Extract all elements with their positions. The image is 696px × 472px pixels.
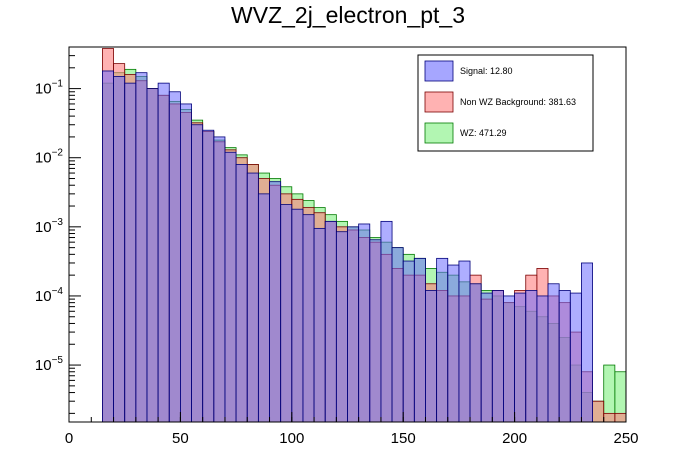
bar — [280, 204, 293, 423]
bar — [369, 239, 382, 423]
bar — [525, 290, 538, 423]
bar — [202, 129, 215, 423]
bar — [447, 264, 460, 423]
x-tick-label: 250 — [613, 430, 638, 447]
x-tick-label: 200 — [502, 430, 527, 447]
bar — [491, 290, 504, 423]
bar — [269, 181, 282, 423]
bar — [558, 290, 571, 423]
bar — [135, 72, 148, 423]
bar — [324, 220, 337, 423]
bar — [603, 412, 616, 423]
bar — [436, 257, 449, 423]
x-tick-label: 0 — [65, 430, 73, 447]
bar — [469, 283, 482, 423]
legend-label: WZ: 471.29 — [460, 128, 507, 138]
plot-frame — [68, 46, 627, 423]
legend-label: Non WZ Background: 381.63 — [460, 97, 576, 107]
bar — [102, 70, 114, 423]
bar — [168, 91, 181, 423]
legend-swatch — [424, 122, 454, 144]
bar — [313, 227, 326, 423]
bar — [391, 247, 404, 423]
bar — [581, 262, 593, 423]
bar — [146, 88, 159, 423]
bar — [413, 257, 426, 423]
bar — [569, 292, 582, 423]
bar — [302, 214, 315, 423]
x-axis: 0 50 100 150 200 250 — [65, 412, 639, 447]
bar — [592, 400, 605, 423]
bar — [157, 82, 170, 423]
legend: Signal: 12.80 Non WZ Background: 381.63 WZ… — [417, 54, 594, 152]
bar — [402, 260, 415, 423]
bar — [235, 164, 248, 423]
bar — [547, 283, 560, 423]
bar — [224, 151, 237, 423]
bar — [335, 231, 348, 423]
x-tick-label: 50 — [172, 430, 189, 447]
legend-label: Signal: 12.80 — [460, 66, 513, 76]
bar — [213, 136, 226, 423]
bar — [536, 295, 549, 423]
bar — [514, 292, 527, 423]
y-tick-label: 10−3 — [35, 217, 64, 236]
bar — [480, 292, 493, 423]
y-axis: 10−1 10−2 10−3 10−4 10−5 — [35, 46, 81, 414]
y-tick-label: 10−5 — [35, 355, 64, 374]
bar — [347, 226, 360, 423]
legend-swatch — [424, 91, 454, 113]
chart-title: WVZ_2j_electron_pt_3 — [231, 2, 465, 28]
bar — [246, 172, 259, 423]
y-tick-label: 10−2 — [35, 148, 64, 167]
y-tick-label: 10−4 — [35, 286, 64, 305]
y-tick-label: 10−1 — [35, 79, 64, 98]
bar — [291, 208, 304, 423]
bar — [179, 103, 192, 423]
x-tick-label: 150 — [391, 430, 416, 447]
bar — [425, 290, 438, 423]
legend-swatch — [424, 60, 454, 82]
bar — [458, 260, 471, 423]
bar — [614, 412, 627, 423]
bar — [257, 193, 270, 423]
bar — [124, 82, 137, 423]
bar — [191, 124, 204, 423]
x-tick-label: 100 — [279, 430, 304, 447]
bar — [358, 223, 371, 423]
bar — [380, 220, 393, 423]
bar — [113, 76, 126, 423]
bar — [503, 295, 515, 423]
